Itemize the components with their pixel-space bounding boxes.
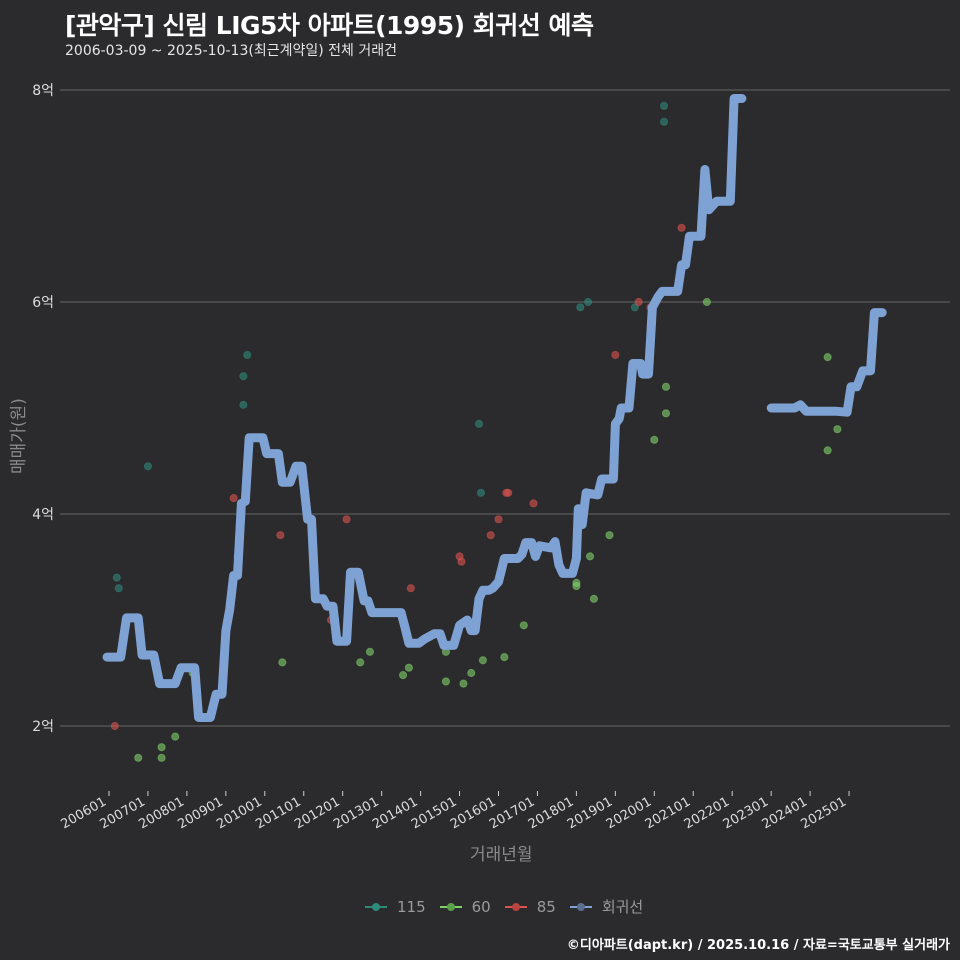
data-point-115 <box>239 400 248 409</box>
data-point-85 <box>457 557 466 566</box>
data-point-115 <box>243 350 252 360</box>
data-point-60 <box>365 647 375 656</box>
data-point-60 <box>585 552 595 561</box>
y-tick-label: 4억 <box>32 507 54 523</box>
legend-item-regression[interactable]: 회귀선 <box>569 896 644 917</box>
x-axis-label: 거래년월 <box>470 845 533 865</box>
data-point-60 <box>441 677 451 686</box>
data-point-115 <box>474 419 484 428</box>
data-point-115 <box>114 584 123 593</box>
data-point-60 <box>572 581 581 591</box>
y-tick-label: 2억 <box>32 719 54 735</box>
y-tick-label: 6억 <box>32 295 54 311</box>
data-point-85 <box>342 515 351 524</box>
data-point-85 <box>110 721 119 731</box>
data-point-85 <box>494 515 503 524</box>
x-axis-ticks: 2006012007012008012009012010012011012012… <box>59 791 850 832</box>
y-tick-label: 8억 <box>32 83 54 99</box>
legend-item-115[interactable]: 115 <box>365 898 426 916</box>
legend-label: 회귀선 <box>601 898 644 916</box>
footer-credit: ©디아파트(dapt.kr) / 2025.10.16 / 자료=국토교통부 실… <box>566 938 950 953</box>
data-point-85 <box>611 350 620 360</box>
data-point-60 <box>398 671 408 680</box>
data-point-115 <box>576 303 585 312</box>
data-point-115 <box>476 488 486 497</box>
data-point-85 <box>529 499 538 508</box>
data-point-115 <box>143 462 153 471</box>
legend-label: 60 <box>471 897 491 916</box>
legend-key-icon <box>504 900 527 914</box>
data-point-60 <box>356 658 365 667</box>
data-point-60 <box>478 656 488 665</box>
data-point-60 <box>661 382 671 391</box>
legend-key-icon <box>365 900 387 914</box>
regression-line-path <box>766 308 887 417</box>
data-point-60 <box>500 653 509 662</box>
data-point-85 <box>634 297 643 307</box>
legend-item-85[interactable]: 85 <box>504 897 556 916</box>
data-point-60 <box>459 679 468 688</box>
data-point-85 <box>677 223 686 232</box>
data-point-60 <box>702 297 711 307</box>
data-point-60 <box>605 531 614 540</box>
data-point-115 <box>112 573 121 582</box>
y-axis-label: 매매가(원) <box>9 398 29 474</box>
data-point-115 <box>659 101 669 111</box>
data-point-85 <box>486 531 495 540</box>
legend-key-icon <box>569 900 592 914</box>
data-point-60 <box>134 753 143 762</box>
data-point-60 <box>650 435 659 444</box>
chart-title: [관악구] 신림 LIG5차 아파트(1995) 회귀선 예측 <box>65 11 594 40</box>
data-point-60 <box>171 732 180 741</box>
gridlines <box>60 89 950 727</box>
data-point-85 <box>504 488 513 497</box>
data-point-60 <box>823 353 832 362</box>
data-point-60 <box>823 446 832 455</box>
data-point-115 <box>659 117 669 126</box>
data-point-115 <box>239 372 248 381</box>
regression-line-path <box>102 94 747 722</box>
data-point-60 <box>661 409 671 418</box>
legend-key-icon <box>439 900 462 914</box>
y-axis-ticks: 2억 4억 6억 8억 <box>32 83 54 735</box>
legend: 115 60 85 회귀선 <box>365 896 657 917</box>
data-point-85 <box>229 494 238 503</box>
legend-item-60[interactable]: 60 <box>439 897 491 916</box>
data-point-115 <box>583 297 593 307</box>
data-point-60 <box>278 658 287 667</box>
regression-line <box>102 94 887 722</box>
data-point-85 <box>276 531 285 540</box>
data-point-60 <box>467 668 476 678</box>
data-point-60 <box>589 594 599 603</box>
legend-label: 85 <box>536 897 556 916</box>
legend-label: 115 <box>397 897 426 916</box>
x-tick-label: 202501 <box>799 794 849 832</box>
data-point-60 <box>519 621 528 630</box>
data-point-60 <box>157 753 166 762</box>
data-point-85 <box>406 584 415 593</box>
data-point-60 <box>404 663 414 672</box>
chart-subtitle: 2006-03-09 ~ 2025-10-13(최근계약일) 전체 거래건 <box>65 43 397 59</box>
data-point-60 <box>833 425 842 434</box>
data-point-60 <box>157 743 166 752</box>
